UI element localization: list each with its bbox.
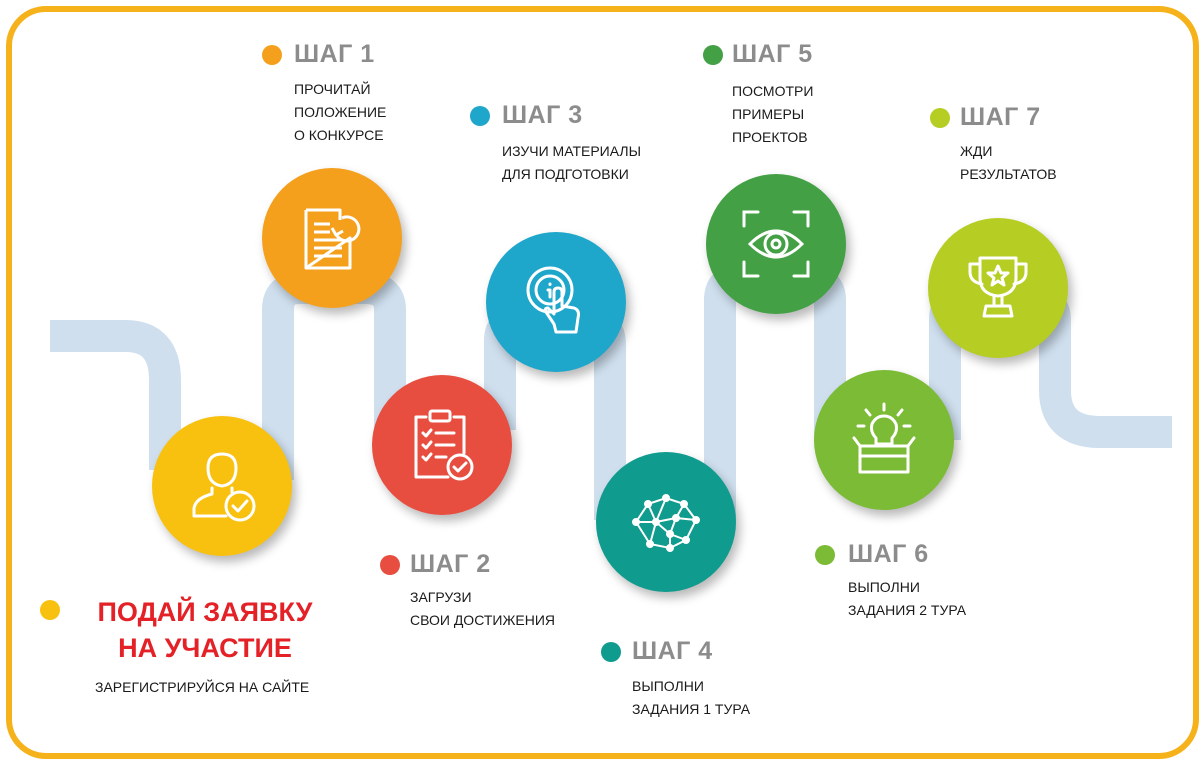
step-5-text: ПОСМОТРИ ПРИМЕРЫ ПРОЕКТОВ: [732, 83, 814, 145]
user-check-icon: [192, 452, 256, 522]
step-4-text: ВЫПОЛНИ ЗАДАНИЯ 1 ТУРА: [632, 678, 751, 717]
step-1-text: ПРОЧИТАЙ ПОЛОЖЕНИЕ О КОНКУРСЕ: [294, 81, 387, 143]
step-6-text: ВЫПОЛНИ ЗАДАНИЯ 2 ТУРА: [848, 579, 967, 618]
step-2-dot: [380, 555, 400, 575]
step-5-title: ШАГ 5: [732, 40, 813, 68]
step-7-text: ЖДИ РЕЗУЛЬТАТОВ: [960, 143, 1057, 182]
trophy-icon: [968, 256, 1028, 318]
step-4-dot: [601, 642, 621, 662]
document-refresh-icon: [304, 208, 361, 270]
idea-box-icon: [852, 402, 916, 474]
start-text: ЗАРЕГИСТРИРУЙСЯ НА САЙТЕ: [95, 679, 310, 695]
touch-info-icon: [526, 266, 580, 334]
start-dot: [40, 600, 60, 620]
step-3-dot: [470, 106, 490, 126]
step-5-circle: [706, 174, 846, 314]
step-1-circle: [262, 168, 402, 308]
step-1-dot: [262, 45, 282, 65]
eye-scan-icon: [742, 210, 810, 278]
step-3-circle: [486, 232, 626, 372]
start-title: ПОДАЙ ЗАЯВКУ НА УЧАСТИЕ: [97, 597, 313, 663]
step-2-circle: [372, 375, 512, 515]
step-3-text: ИЗУЧИ МАТЕРИАЛЫ ДЛЯ ПОДГОТОВКИ: [502, 143, 641, 182]
clipboard-check-icon: [414, 409, 474, 481]
step-6-title: ШАГ 6: [848, 540, 929, 568]
step-4-circle: [596, 452, 736, 592]
start-register-circle: [152, 416, 292, 556]
step-2-title: ШАГ 2: [410, 550, 491, 578]
step-2-text: ЗАГРУЗИ СВОИ ДОСТИЖЕНИЯ: [410, 589, 556, 628]
neural-brain-icon: [632, 494, 700, 552]
step-1-title: ШАГ 1: [294, 40, 375, 68]
step-3-title: ШАГ 3: [502, 101, 583, 129]
step-6-circle: [814, 370, 954, 510]
step-7-title: ШАГ 7: [960, 103, 1041, 131]
step-4-title: ШАГ 4: [632, 637, 713, 665]
step-7-circle: [928, 218, 1068, 358]
step-5-dot: [703, 45, 723, 65]
step-6-dot: [815, 545, 835, 565]
step-7-dot: [930, 108, 950, 128]
